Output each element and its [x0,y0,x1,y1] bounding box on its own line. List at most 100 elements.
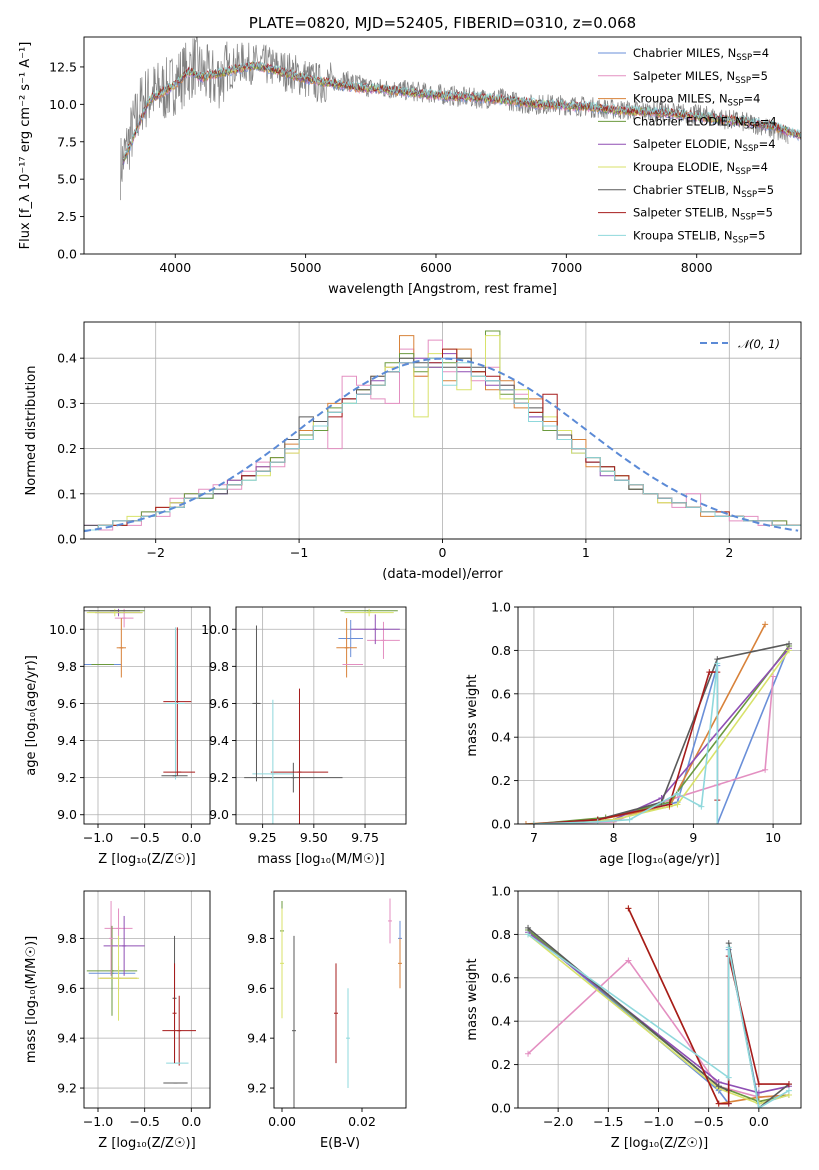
x-tick-label: 9.25 [249,830,277,845]
legend-value: =4 [759,137,776,151]
weight-marker [706,669,713,676]
y-tick-label: 9.4 [57,733,77,748]
y-tick-label: 0.6 [491,970,511,985]
y-tick-label: 0.8 [491,643,511,658]
y-tick-label: 9.6 [57,696,77,711]
legend-label: Salpeter STELIB, N [633,206,740,220]
weight-marker [666,801,673,808]
x-axis-label: mass [log₁₀(M/M☉)] [257,852,384,867]
x-tick-label: −0.5 [129,830,159,845]
model-spectrum-8 [122,59,801,160]
y-tick-label: 9.2 [57,1081,77,1096]
x-tick-label: 0 [439,545,447,560]
weight-marker [715,1083,722,1090]
y-tick-label: 7.5 [57,134,77,149]
weight-line-8 [533,663,719,824]
weight-line-3 [533,645,790,824]
model-spectrum-7 [122,60,801,160]
axes-frame [517,606,802,825]
x-axis-label: Z [log₁₀(Z/Z☉)] [611,1136,708,1151]
weight-marker [525,1050,532,1057]
legend-sub: SSP [736,53,752,63]
legend-value: =5 [748,228,765,242]
axes-spectrum: 4000 5000 6000 7000 8000 0.0 2.5 5.0 7.5 10.0 12.5… [18,14,802,297]
y-tick-label: 5.0 [57,172,77,187]
x-tick-label: 5000 [290,260,322,275]
y-tick-label: 0.1 [57,486,77,501]
axes-frame [83,321,802,540]
legend-label: Salpeter ELODIE, N [633,137,743,151]
x-tick-label: 2 [725,545,733,560]
x-axis-label: Z [log₁₀(Z/Z☉)] [98,852,195,867]
weight-marker [785,1081,792,1088]
weight-marker [785,1087,792,1094]
legend-entry: Kroupa STELIB, NSSP=5 [633,228,765,245]
weight-marker [786,647,793,654]
y-axis-label: Normed distribution [24,366,39,496]
y-tick-label: 9.4 [57,1031,77,1046]
weight-marker [725,1100,732,1107]
model-spectrum-5 [122,61,801,160]
weight-marker [674,801,681,808]
plot-area-massweight-vs-Z [525,905,792,1108]
y-tick-label: 0.0 [57,247,77,262]
legend-entry: Salpeter STELIB, NSSP=5 [633,206,773,223]
y-tick-label: 9.6 [247,981,267,996]
weight-marker [610,816,617,823]
y-axis-label: mass weight [465,674,480,756]
x-tick-label: −1.0 [83,830,113,845]
y-tick-label: 9.2 [247,1081,267,1096]
y-tick-label: 9.8 [247,931,267,946]
y-axis-label: mass weight [465,958,480,1040]
y-tick-label: 9.8 [57,931,77,946]
plot-area-massweight-vs-age [522,621,793,824]
weight-marker [626,816,633,823]
weight-line-3 [527,929,790,1103]
axes-age-vs-mass: 9.25 9.50 9.75 9.0 9.2 9.4 9.6 9.8 10.0 mass [log… [201,606,407,867]
weight-marker [762,766,769,773]
x-tick-label: 0.0 [181,830,201,845]
y-tick-label: 0.4 [491,1014,511,1029]
weight-marker [522,821,529,824]
x-tick-label: −0.5 [693,1114,723,1129]
legend-entry: Kroupa MILES, NSSP=4 [633,92,760,109]
y-tick-label: 0.8 [491,927,511,942]
legend-entry: 𝒩(0, 1) [738,337,780,351]
y-tick-label: 0.0 [57,532,77,547]
weight-marker [714,821,721,824]
y-tick-label: 0.4 [491,730,511,745]
legend-label: Chabrier STELIB, N [633,183,741,197]
x-tick-label: 0.00 [268,1114,296,1129]
x-tick-label: −1.0 [643,1114,673,1129]
x-axis-label: age [log₁₀(age/yr)] [599,852,720,867]
axes-residuals: −2 −1 0 1 2 0.0 0.1 0.2 0.3 0.4 (data-model)/error… [24,321,802,582]
x-tick-label: −1.0 [83,1114,113,1129]
y-tick-label: 9.4 [247,1031,267,1046]
x-tick-label: −1 [290,545,308,560]
y-tick-label: 9.8 [209,659,229,674]
legend-value: =4 [752,46,769,60]
x-tick-label: 9 [689,830,697,845]
legend-entry: Chabrier MILES, NSSP=4 [633,46,769,63]
x-tick-label: −1.5 [593,1114,623,1129]
x-tick-label: 1 [582,545,590,560]
axes-massweight-vs-Z: −2.0 −1.5 −1.0 −0.5 0.0 0.0 0.2 0.4 0.6 0.8 1.0 Z [… [465,884,802,1151]
axes-frame [83,890,211,1109]
weight-marker [786,640,793,647]
y-tick-label: 10.0 [201,622,229,637]
legend-sub: SSP [735,76,751,86]
legend-label: Salpeter MILES, N [633,69,735,83]
weight-marker [674,790,681,797]
weight-marker [530,821,537,824]
legend-sub: SSP [744,121,760,131]
x-tick-label: 4000 [159,260,191,275]
axes-age-vs-Z: −1.0 −0.5 0.0 9.0 9.2 9.4 9.6 9.8 10.0 Z [log₁₀(Z… [24,606,211,867]
x-tick-label: 0.0 [181,1114,201,1129]
axes-frame [83,36,802,255]
y-tick-label: 12.5 [49,59,77,74]
y-tick-label: 0.2 [57,441,77,456]
y-axis-label: Flux [f_λ 10⁻¹⁷ erg cm⁻² s⁻¹ A⁻¹] [18,42,33,250]
weight-marker [715,1100,722,1107]
x-axis-label: wavelength [Angstrom, rest frame] [328,282,557,297]
